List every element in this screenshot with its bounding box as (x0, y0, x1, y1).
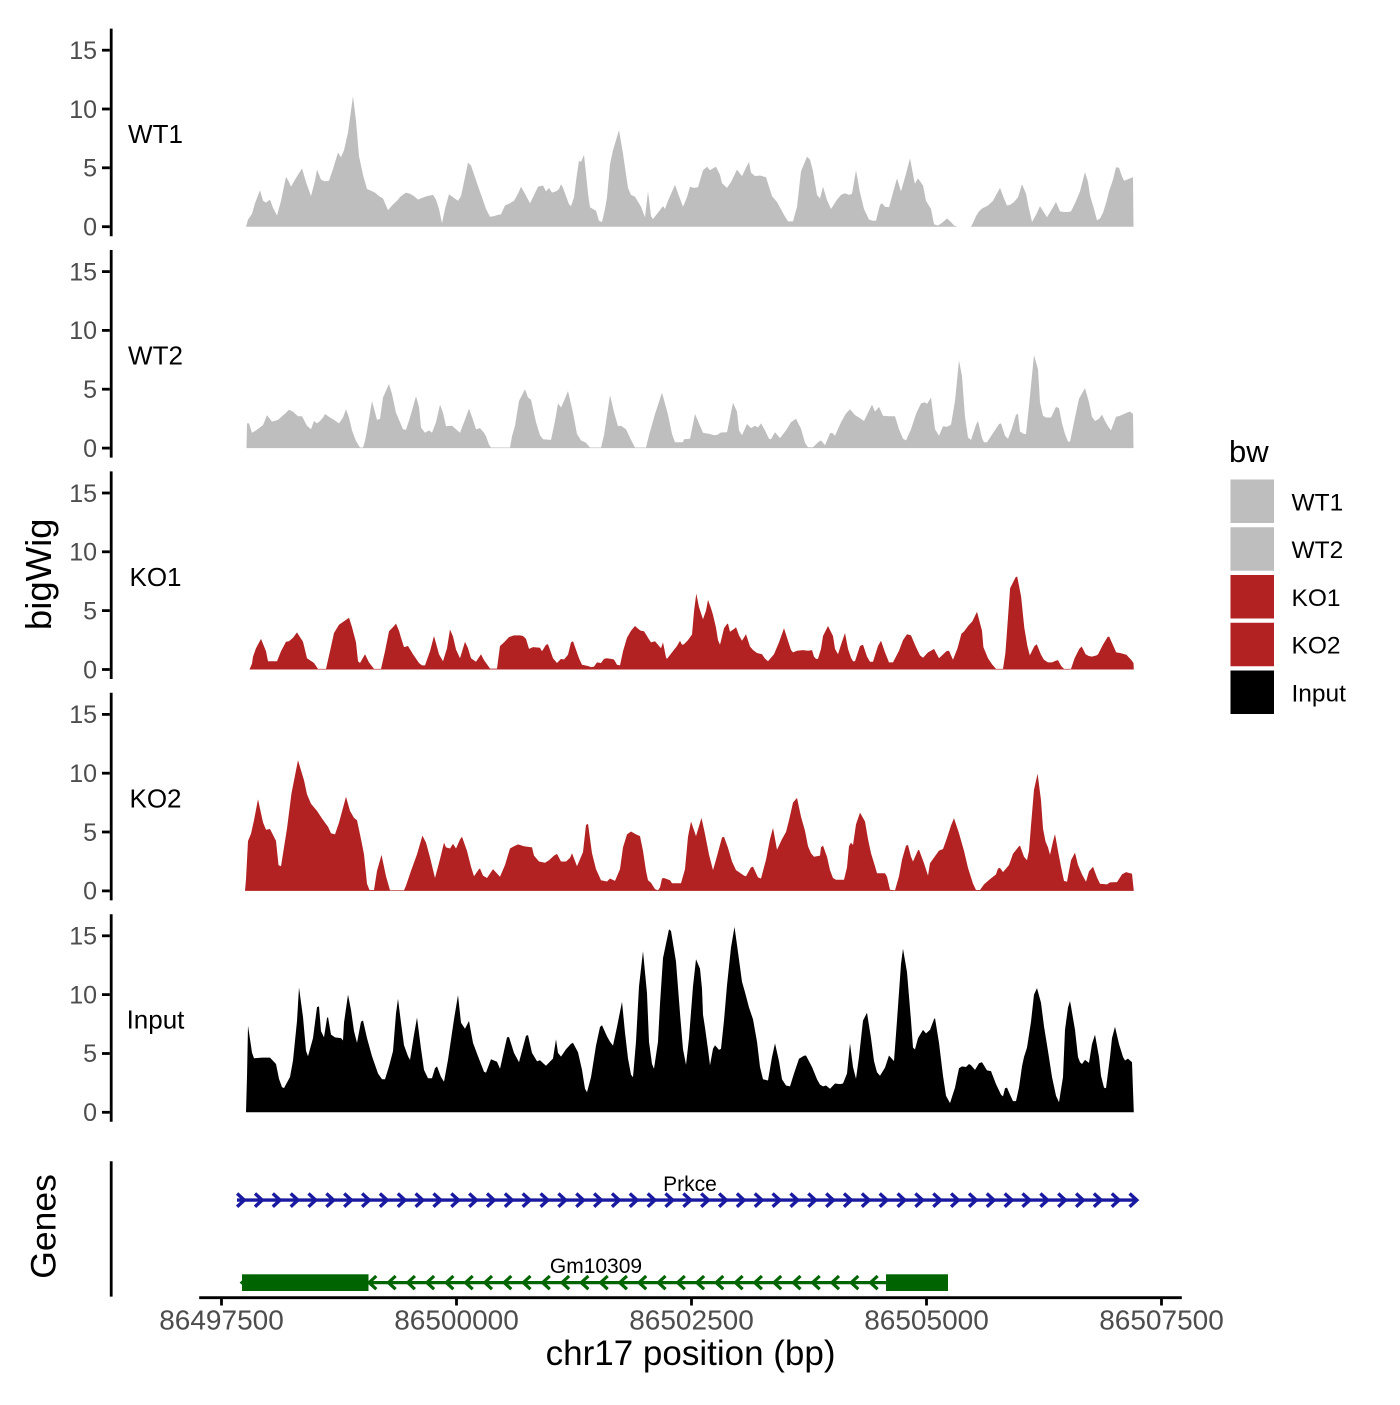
svg-text:KO1: KO1 (129, 562, 181, 592)
svg-text:WT2: WT2 (1292, 537, 1344, 564)
svg-text:WT1: WT1 (128, 119, 183, 149)
svg-text:KO2: KO2 (129, 783, 181, 813)
svg-text:15: 15 (69, 923, 97, 951)
svg-text:10: 10 (69, 981, 97, 1009)
svg-text:86500000: 86500000 (394, 1305, 519, 1336)
svg-text:KO1: KO1 (1292, 585, 1341, 612)
svg-text:Genes: Genes (24, 1174, 64, 1279)
svg-text:10: 10 (69, 760, 97, 788)
svg-text:86497500: 86497500 (159, 1305, 284, 1336)
svg-text:15: 15 (69, 701, 97, 729)
svg-text:KO2: KO2 (1292, 633, 1341, 660)
svg-text:WT1: WT1 (1292, 489, 1344, 516)
svg-text:5: 5 (83, 597, 97, 625)
svg-text:5: 5 (83, 1040, 97, 1068)
svg-text:Gm10309: Gm10309 (550, 1255, 642, 1278)
svg-text:10: 10 (69, 96, 97, 124)
svg-text:0: 0 (83, 435, 97, 463)
svg-text:0: 0 (83, 214, 97, 242)
svg-text:10: 10 (69, 317, 97, 345)
svg-text:5: 5 (83, 376, 97, 404)
svg-text:86502500: 86502500 (629, 1305, 754, 1336)
svg-text:86507500: 86507500 (1099, 1305, 1224, 1336)
svg-text:0: 0 (83, 878, 97, 906)
svg-text:bigWig: bigWig (18, 519, 59, 631)
svg-text:15: 15 (69, 258, 97, 286)
svg-text:Input: Input (1292, 680, 1347, 707)
svg-text:15: 15 (69, 37, 97, 65)
svg-text:10: 10 (69, 539, 97, 567)
svg-text:WT2: WT2 (128, 341, 183, 371)
svg-text:5: 5 (83, 819, 97, 847)
svg-text:0: 0 (83, 1099, 97, 1127)
svg-text:Prkce: Prkce (663, 1173, 717, 1196)
svg-text:chr17 position (bp): chr17 position (bp) (546, 1334, 836, 1373)
svg-text:5: 5 (83, 155, 97, 183)
svg-text:Input: Input (127, 1005, 186, 1035)
svg-text:bw: bw (1229, 434, 1269, 469)
svg-text:15: 15 (69, 480, 97, 508)
svg-text:86505000: 86505000 (864, 1305, 989, 1336)
svg-text:0: 0 (83, 656, 97, 684)
